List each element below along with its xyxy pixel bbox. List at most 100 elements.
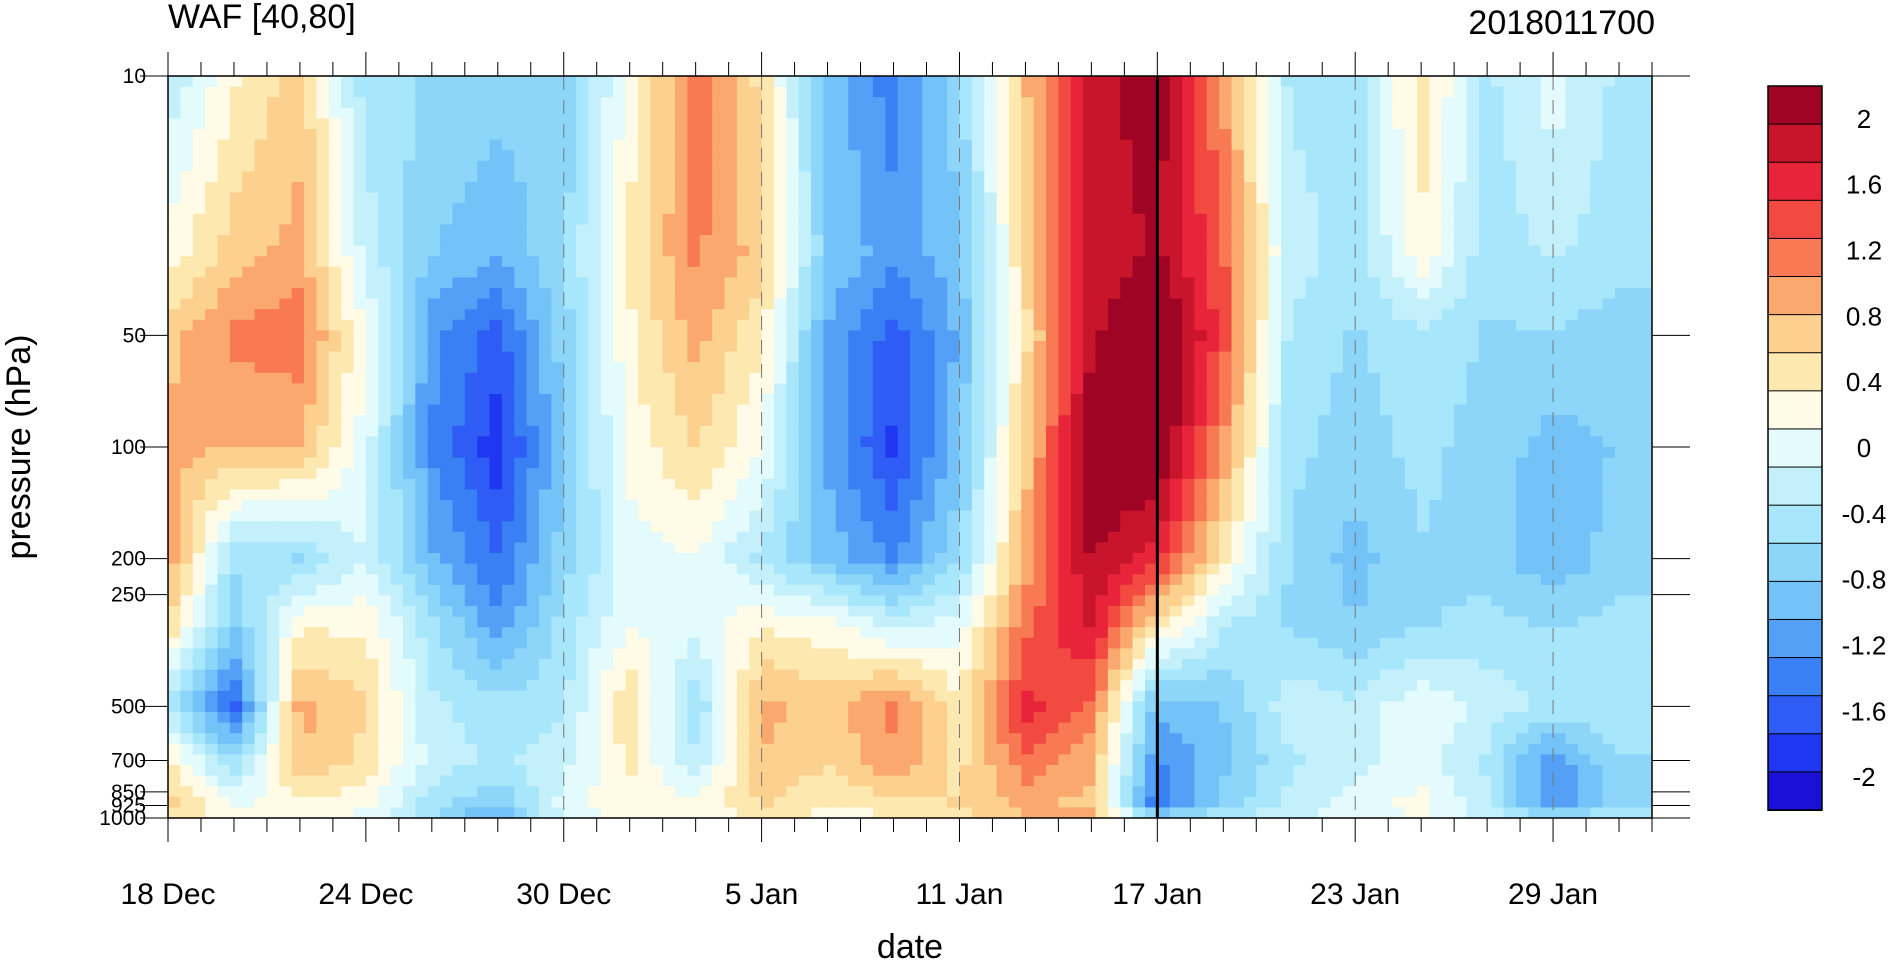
heatmap-cell: [526, 160, 540, 172]
heatmap-cell: [860, 245, 874, 257]
heatmap-cell: [1182, 372, 1196, 384]
heatmap-cell: [316, 97, 330, 109]
heatmap-cell: [613, 394, 627, 406]
heatmap-cell: [1293, 298, 1307, 310]
heatmap-cell: [229, 457, 243, 469]
heatmap-cell: [168, 468, 181, 480]
heatmap-cell: [1194, 203, 1208, 215]
heatmap-cell: [1231, 425, 1245, 437]
heatmap-cell: [1590, 330, 1604, 342]
heatmap-cell: [1120, 372, 1134, 384]
heatmap-cell: [823, 118, 837, 130]
heatmap-cell: [1392, 415, 1406, 427]
heatmap-cell: [625, 319, 639, 331]
heatmap-cell: [427, 213, 441, 225]
heatmap-cell: [1206, 182, 1220, 194]
heatmap-cell: [1083, 277, 1097, 289]
heatmap-cell: [1268, 107, 1282, 119]
heatmap-cell: [1614, 457, 1628, 469]
heatmap-cell: [1083, 97, 1097, 109]
heatmap-cell: [415, 351, 429, 363]
heatmap-cell: [1120, 394, 1134, 406]
heatmap-cell: [1379, 298, 1393, 310]
heatmap-cell: [1021, 266, 1035, 278]
heatmap-cell: [501, 182, 515, 194]
heatmap-cell: [1008, 160, 1022, 172]
heatmap-cell: [242, 213, 256, 225]
heatmap-cell: [675, 298, 688, 310]
heatmap-cell: [539, 298, 552, 310]
heatmap-cell: [1157, 457, 1171, 469]
heatmap-cell: [1318, 192, 1332, 204]
heatmap-cell: [1033, 489, 1047, 501]
heatmap-cell: [786, 351, 800, 363]
heatmap-cell: [934, 500, 948, 512]
heatmap-cell: [687, 192, 701, 204]
heatmap-cell: [304, 203, 317, 215]
heatmap-cell: [637, 425, 651, 437]
heatmap-cell: [205, 203, 219, 215]
heatmap-cell: [947, 309, 961, 321]
heatmap-cell: [180, 118, 194, 130]
heatmap-cell: [749, 192, 763, 204]
heatmap-cell: [1454, 182, 1468, 194]
heatmap-cell: [1355, 235, 1369, 247]
heatmap-cell: [316, 500, 330, 512]
heatmap-cell: [402, 245, 416, 257]
heatmap-cell: [1058, 362, 1072, 374]
heatmap-cell: [341, 415, 355, 427]
heatmap-cell: [180, 372, 194, 384]
heatmap-cell: [1441, 309, 1455, 321]
heatmap-cell: [304, 330, 317, 342]
heatmap-cell: [390, 288, 404, 300]
heatmap-cell: [1429, 404, 1443, 416]
heatmap-cell: [229, 372, 243, 384]
heatmap-cell: [798, 76, 812, 88]
heatmap-cell: [1120, 425, 1134, 437]
heatmap-cell: [897, 478, 911, 490]
heatmap-cell: [1256, 118, 1270, 130]
heatmap-cell: [1367, 415, 1381, 427]
heatmap-cell: [1008, 266, 1022, 278]
heatmap-cell: [1194, 107, 1208, 119]
heatmap-cell: [266, 76, 280, 88]
heatmap-cell: [1256, 404, 1270, 416]
heatmap-cell: [600, 330, 614, 342]
heatmap-cell: [1293, 500, 1307, 512]
heatmap-cell: [786, 394, 800, 406]
heatmap-cell: [984, 192, 998, 204]
heatmap-cell: [1107, 203, 1121, 215]
heatmap-cell: [675, 203, 688, 215]
heatmap-cell: [1033, 118, 1047, 130]
heatmap-cell: [1515, 245, 1529, 257]
heatmap-cell: [1602, 319, 1616, 331]
heatmap-cell: [1392, 256, 1406, 268]
heatmap-cell: [1305, 383, 1319, 395]
heatmap-cell: [1095, 383, 1109, 395]
heatmap-cell: [205, 266, 219, 278]
heatmap-cell: [539, 468, 552, 480]
heatmap-cell: [724, 309, 738, 321]
heatmap-cell: [291, 160, 305, 172]
heatmap-cell: [984, 224, 998, 236]
heatmap-cell: [1194, 309, 1208, 321]
heatmap-cell: [1627, 298, 1641, 310]
heatmap-cell: [501, 468, 515, 480]
heatmap-cell: [786, 171, 800, 183]
heatmap-cell: [1243, 447, 1257, 459]
heatmap-cell: [1243, 489, 1257, 501]
heatmap-cell: [378, 489, 392, 501]
heatmap-cell: [761, 500, 775, 512]
heatmap-cell: [823, 86, 837, 98]
heatmap-cell: [885, 457, 899, 469]
heatmap-cell: [872, 436, 886, 448]
heatmap-cell: [217, 139, 231, 151]
heatmap-cell: [365, 341, 379, 353]
heatmap-cell: [1515, 351, 1529, 363]
heatmap-cell: [1590, 362, 1604, 374]
heatmap-cell: [971, 245, 985, 257]
heatmap-cell: [1120, 457, 1134, 469]
heatmap-cell: [675, 330, 688, 342]
heatmap-cell: [1169, 330, 1183, 342]
heatmap-cell: [1565, 425, 1579, 437]
